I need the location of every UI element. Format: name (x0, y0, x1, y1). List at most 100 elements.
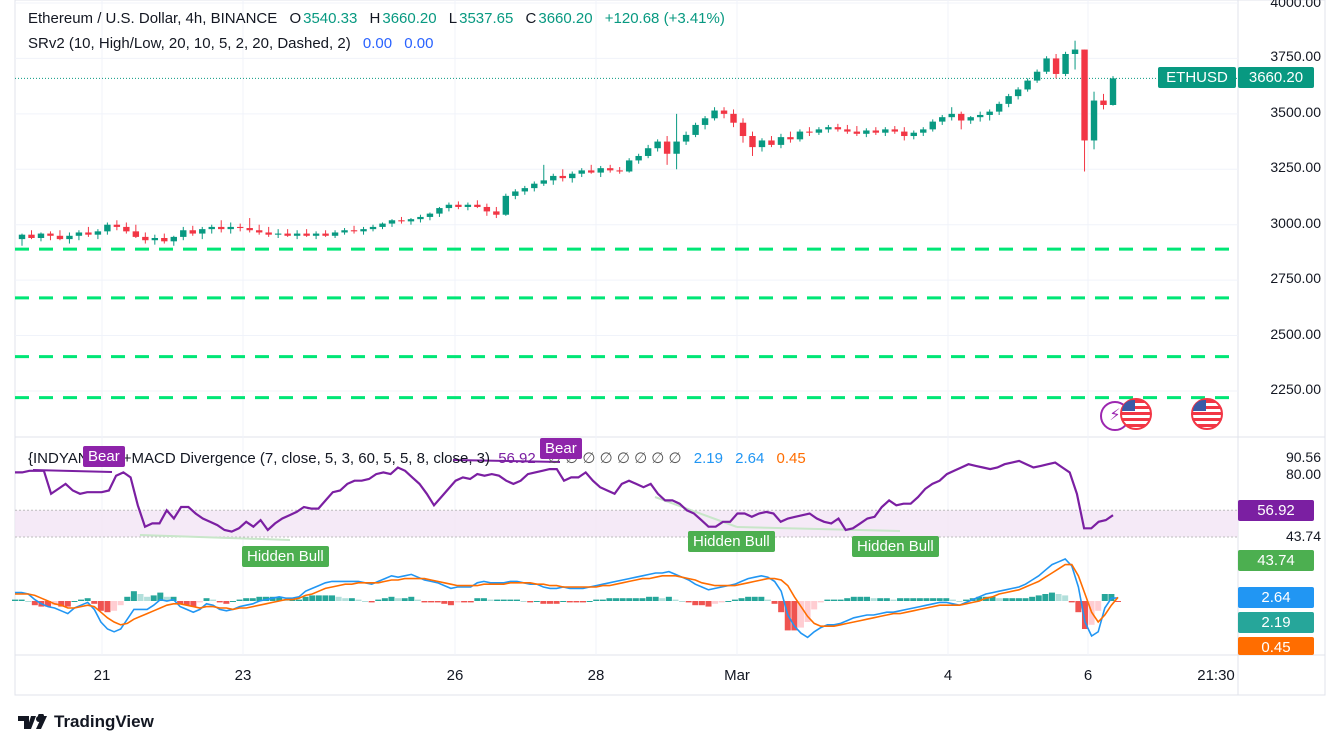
candle-body (56, 235, 64, 240)
macd-histogram-bar (117, 601, 124, 606)
candle-body (806, 131, 813, 133)
candle-body (910, 132, 917, 137)
macd-histogram-bar (996, 598, 1003, 601)
macd-histogram-bar (705, 601, 712, 607)
candle-body (844, 129, 851, 132)
candle-body (1109, 78, 1117, 105)
macd-tag: 2.19 (1238, 612, 1314, 633)
time-tick: 21:30 (1197, 667, 1235, 684)
time-tick: 26 (446, 667, 464, 684)
rsi-tick: 43.74 (1285, 528, 1321, 544)
macd-histogram-bar (1035, 595, 1042, 601)
tradingview-logo[interactable]: TradingView (18, 712, 154, 732)
divergence-line (139, 534, 291, 541)
macd-histogram-bar (764, 599, 771, 601)
candle-body (75, 232, 83, 236)
candle-body (663, 141, 671, 154)
macd-histogram-bar (824, 599, 831, 601)
divergence-line (32, 469, 113, 473)
symbol-legend: Ethereum / U.S. Dollar, 4h, BINANCE O 354… (28, 10, 727, 27)
price-tick: 2750.00 (1270, 270, 1321, 286)
us-flag-icon[interactable] (1191, 398, 1223, 430)
macd-histogram-bar (1048, 592, 1055, 601)
tradingview-icon (18, 714, 47, 729)
macd-histogram-bar (685, 601, 692, 603)
candle-body (995, 103, 1003, 112)
candle-body (293, 233, 301, 236)
candle-body (939, 117, 946, 122)
candle-body (1100, 100, 1107, 105)
hidden-bull-label: Hidden Bull (852, 536, 939, 557)
candle-body (863, 130, 870, 134)
macd-histogram-bar (751, 596, 758, 601)
candle-body (540, 180, 547, 184)
price-tick: 3500.00 (1270, 104, 1321, 120)
candle-body (976, 114, 984, 118)
candle-body (512, 191, 519, 196)
candle-body (644, 148, 652, 156)
candle-body (237, 226, 244, 229)
macd-histogram-bar (507, 599, 514, 601)
candle-body (47, 233, 54, 236)
macd-histogram-bar (1002, 598, 1009, 601)
us-flag-icon[interactable] (1120, 398, 1152, 430)
symbol-tag[interactable]: ETHUSD (1158, 67, 1236, 88)
macd-histogram-bar (956, 601, 963, 602)
macd-histogram-bar (639, 598, 646, 601)
candle-body (1024, 80, 1031, 90)
macd-histogram-bar (731, 599, 738, 601)
candle-body (588, 170, 595, 173)
macd-histogram-bar (771, 601, 778, 604)
candle-body (872, 130, 880, 133)
candle-body (341, 230, 348, 233)
candle-body (180, 230, 187, 237)
candle-body (189, 230, 196, 234)
macd-histogram-bar (877, 598, 884, 601)
price-tick: 2500.00 (1270, 326, 1321, 342)
price-tick: 3750.00 (1270, 48, 1321, 64)
macd-histogram-bar (692, 601, 699, 606)
candle-body (1081, 49, 1088, 141)
candle-body (255, 230, 263, 233)
candle-body (85, 232, 92, 235)
price-tick: 3250.00 (1270, 159, 1321, 175)
macd-histogram-bar (480, 598, 487, 601)
macd-histogram-bar (229, 601, 236, 602)
time-tick: 23 (234, 667, 252, 684)
candle-body (113, 224, 121, 227)
macd-histogram-bar (916, 598, 923, 601)
macd-histogram-bar (124, 596, 131, 601)
macd-histogram-bar (1115, 601, 1121, 602)
candle-body (227, 226, 234, 230)
candle-body (1014, 89, 1022, 97)
macd-histogram-bar (441, 601, 448, 604)
macd-histogram-bar (309, 595, 316, 601)
candle-body (720, 110, 728, 114)
macd-histogram-bar (1009, 598, 1016, 601)
macd-histogram-bar (963, 599, 970, 601)
candle-body (322, 233, 329, 236)
macd-histogram-bar (71, 601, 78, 602)
srv2-legend[interactable]: SRv2 (10, High/Low, 20, 10, 5, 2, 20, Da… (28, 35, 435, 52)
candle-body (170, 236, 177, 242)
macd-histogram-bar (989, 596, 996, 601)
macd-line (15, 558, 1119, 639)
candle-body (436, 208, 443, 214)
change-value: +120.68 (+3.41%) (604, 10, 725, 27)
candle-body (66, 235, 73, 240)
macd-histogram-bar (626, 598, 633, 601)
candle-body (94, 231, 102, 235)
close-label: C (525, 10, 537, 27)
rsi-macd-legend[interactable]: {INDYAN} RSI+MACD Divergence (7, close, … (28, 449, 808, 467)
rsi-band (15, 510, 1238, 537)
candle-body (531, 183, 538, 189)
candle-body (777, 137, 785, 145)
srv2-value-2: 0.00 (404, 35, 434, 52)
macd-histogram-bar (1055, 594, 1062, 601)
signal-line (15, 563, 1119, 627)
candle-body (768, 140, 775, 145)
macd-histogram-bar (850, 596, 857, 601)
macd-histogram-bar (870, 598, 877, 601)
macd-histogram-bar (606, 598, 613, 601)
